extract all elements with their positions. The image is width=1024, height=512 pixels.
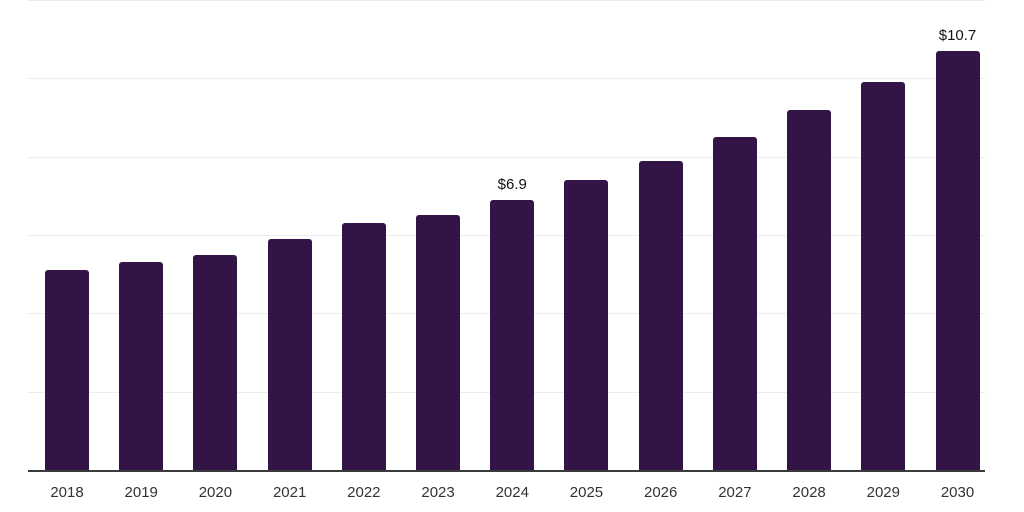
x-tick-label-2027: 2027 bbox=[718, 484, 752, 501]
bar-2021 bbox=[267, 238, 312, 470]
bar-2019 bbox=[119, 262, 164, 470]
x-tick-label-2028: 2028 bbox=[792, 484, 826, 501]
bar-2025 bbox=[564, 180, 609, 470]
gridline-y8 bbox=[28, 157, 985, 158]
x-tick-label-2026: 2026 bbox=[643, 484, 678, 501]
x-tick-label-2030: 2030 bbox=[940, 484, 975, 501]
x-tick-label-2023: 2023 bbox=[421, 484, 455, 501]
gridline-y10 bbox=[28, 78, 985, 79]
x-tick-label-2022: 2022 bbox=[347, 484, 381, 501]
x-axis-line bbox=[28, 470, 985, 472]
x-tick-label-2021: 2021 bbox=[272, 484, 307, 501]
bar-2020 bbox=[193, 254, 238, 470]
gridline-y12 bbox=[28, 0, 985, 1]
bar-2023 bbox=[416, 215, 461, 470]
bar-2024 bbox=[490, 199, 535, 471]
bar-2030 bbox=[935, 50, 980, 470]
x-tick-label-2019: 2019 bbox=[124, 484, 158, 501]
bar-2026 bbox=[638, 160, 683, 470]
bar-2018 bbox=[45, 270, 89, 470]
x-tick-label-2018: 2018 bbox=[50, 484, 84, 501]
x-tick-label-2024: 2024 bbox=[495, 484, 529, 501]
bar-2022 bbox=[341, 223, 386, 470]
x-tick-label-2020: 2020 bbox=[198, 484, 233, 501]
bar-2027 bbox=[712, 137, 757, 470]
x-tick-label-2029: 2029 bbox=[866, 484, 900, 501]
bar-2029 bbox=[861, 82, 906, 471]
bar-value-label-2024: $6.9 bbox=[497, 175, 527, 193]
x-tick-label-2025: 2025 bbox=[569, 484, 604, 501]
bar-value-label-2030: $10.7 bbox=[938, 26, 977, 44]
bar-2028 bbox=[787, 109, 832, 470]
